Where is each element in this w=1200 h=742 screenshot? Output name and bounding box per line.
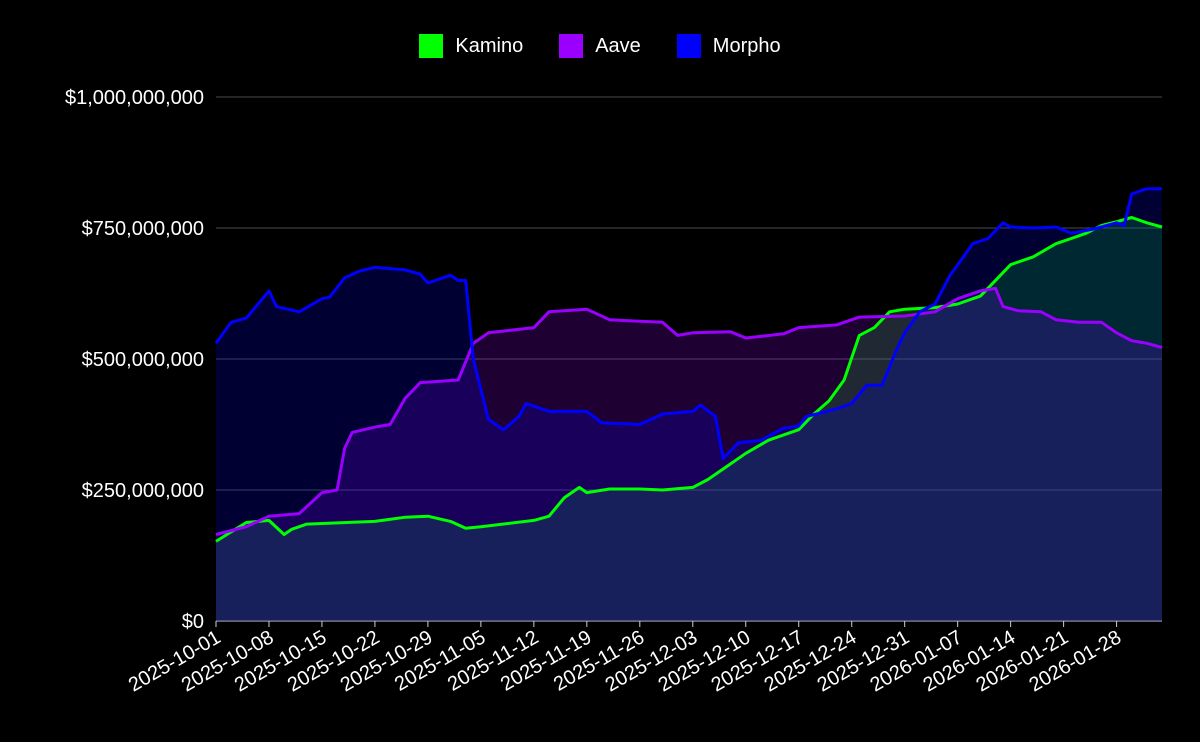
y-tick-label: $500,000,000	[82, 349, 204, 371]
y-tick-label: $750,000,000	[82, 218, 204, 240]
series-areas	[216, 188, 1162, 621]
gridlines	[216, 96, 1162, 622]
y-tick-label: $0	[182, 611, 204, 633]
legend-swatch-kamino	[419, 34, 444, 58]
legend-item-kamino[interactable]: Kamino	[419, 34, 523, 58]
series-lines	[214, 187, 1163, 543]
legend-swatch-morpho	[676, 34, 701, 58]
legend: Kamino Aave Morpho	[0, 34, 1200, 58]
legend-swatch-aave	[559, 34, 584, 58]
legend-label-morpho: Morpho	[712, 34, 781, 57]
y-tick-label: $250,000,000	[82, 480, 204, 502]
legend-label-kamino: Kamino	[455, 34, 524, 57]
legend-label-aave: Aave	[595, 34, 641, 57]
legend-item-aave[interactable]: Aave	[559, 34, 641, 58]
y-axis: $0 $250,000,000 $500,000,000 $750,000,000 $1…	[65, 87, 204, 633]
area-aave	[216, 288, 1162, 621]
line-aave[interactable]	[215, 286, 1163, 536]
area-morpho	[216, 188, 1162, 621]
area-kamino	[216, 217, 1162, 621]
line-morpho[interactable]	[214, 187, 1162, 461]
x-axis: 2025-10-012025-10-082025-10-152025-10-22…	[125, 621, 1125, 696]
line-kamino[interactable]	[215, 216, 1163, 543]
legend-item-morpho[interactable]: Morpho	[676, 34, 781, 58]
y-tick-label: $1,000,000,000	[65, 87, 204, 109]
